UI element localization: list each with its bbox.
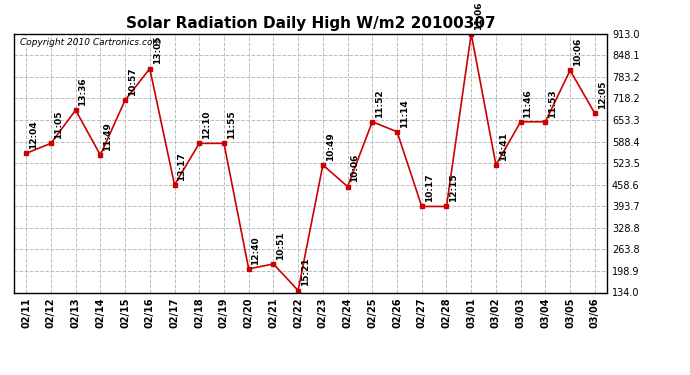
- Text: 12:05: 12:05: [598, 81, 607, 109]
- Text: Copyright 2010 Cartronics.com: Copyright 2010 Cartronics.com: [20, 38, 161, 46]
- Text: 12:04: 12:04: [29, 120, 38, 149]
- Text: 13:36: 13:36: [79, 77, 88, 106]
- Text: 10:17: 10:17: [424, 174, 433, 202]
- Text: 11:05: 11:05: [54, 111, 63, 139]
- Text: 11:46: 11:46: [524, 89, 533, 118]
- Text: 13:05: 13:05: [152, 36, 161, 64]
- Text: 10:49: 10:49: [326, 132, 335, 161]
- Text: 12:40: 12:40: [251, 236, 260, 265]
- Text: 12:10: 12:10: [202, 111, 211, 139]
- Text: 11:53: 11:53: [548, 89, 557, 118]
- Text: 11:14: 11:14: [400, 99, 408, 128]
- Text: 10:51: 10:51: [276, 231, 285, 260]
- Text: 11:55: 11:55: [227, 111, 236, 139]
- Text: 10:57: 10:57: [128, 68, 137, 96]
- Text: 13:17: 13:17: [177, 152, 186, 181]
- Text: 14:41: 14:41: [499, 132, 508, 161]
- Text: 11:52: 11:52: [375, 89, 384, 118]
- Title: Solar Radiation Daily High W/m2 20100307: Solar Radiation Daily High W/m2 20100307: [126, 16, 495, 31]
- Text: 11:06: 11:06: [474, 1, 483, 30]
- Text: 15:21: 15:21: [301, 258, 310, 286]
- Text: 11:49: 11:49: [103, 122, 112, 151]
- Text: 10:06: 10:06: [573, 38, 582, 66]
- Text: 12:15: 12:15: [449, 174, 458, 202]
- Text: 10:06: 10:06: [351, 154, 359, 182]
